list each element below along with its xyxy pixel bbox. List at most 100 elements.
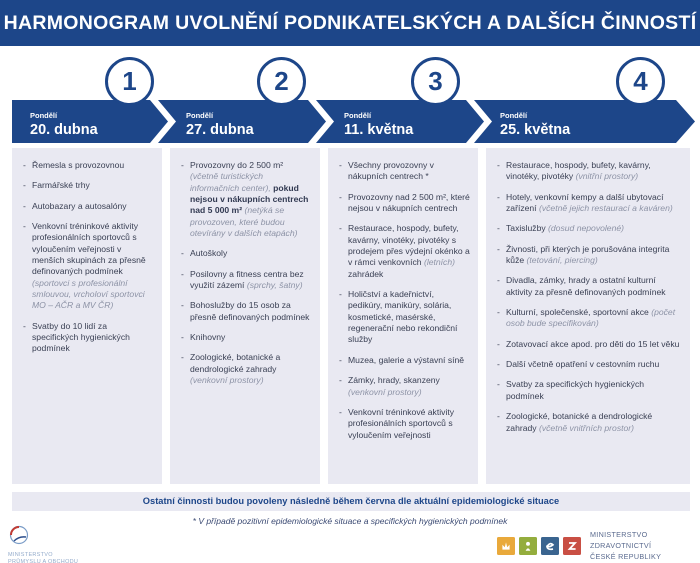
activity-text-segment: pokud nejsou v nákupních centrech nad 5 … xyxy=(190,182,309,216)
phase-number-badge: 4 xyxy=(616,57,665,106)
activity-item: Posilovny a fitness centra bez využití z… xyxy=(180,269,312,292)
activity-text-segment: Svatby za specifických hygienických podm… xyxy=(506,379,645,401)
activity-item: Svatby za specifických hygienických podm… xyxy=(496,379,682,402)
activity-text-segment: (netýká se provozoven, které budou oteví… xyxy=(190,205,298,239)
activity-item: Živnosti, při kterých je porušována inte… xyxy=(496,244,682,267)
weekday-label: Pondělí xyxy=(500,111,528,120)
activity-text-segment: Provozovny do 2 500 m² xyxy=(190,160,284,170)
activity-text-segment: Další včetně opatření v cestovním ruchu xyxy=(506,359,660,370)
mz-tile-1 xyxy=(497,537,515,556)
activity-text-segment: (dosud nepovolené) xyxy=(548,223,624,234)
phase-date-header: Pondělí 11. května xyxy=(344,104,413,147)
activity-list-panel: Řemesla s provozovnou Farmářské trhy Autob… xyxy=(12,148,162,484)
arrow-band-1 xyxy=(12,100,168,143)
activity-text-segment: Zoologické, botanické a dendrologické za… xyxy=(190,352,281,374)
activity-item: Provozovny nad 2 500 m², které nejsou v … xyxy=(338,192,470,215)
asterisk-footnote: * V případě pozitivní epidemiologické si… xyxy=(192,516,508,526)
mz-tile-4 xyxy=(563,537,581,556)
activity-item: Další včetně opatření v cestovním ruchu xyxy=(496,359,682,371)
activity-text-segment: zahrádek xyxy=(348,268,384,279)
weekday-label: Pondělí xyxy=(30,111,58,120)
activity-text-segment: Divadla, zámky, hrady a ostatní kulturní… xyxy=(506,275,666,297)
activity-text-segment: Zotavovací akce apod. pro děti do 15 let… xyxy=(506,338,680,349)
mpo-logo-line1: Ministerstvo xyxy=(8,552,53,558)
activity-text-segment: Živnosti, při kterých je porušována inte… xyxy=(506,243,670,266)
activity-text-segment: (včetně jejich restaurací a kaváren) xyxy=(538,203,673,214)
activity-item: Všechny provozovny v nákupních centrech … xyxy=(338,160,470,183)
activity-item: Autoškoly xyxy=(180,248,312,260)
activity-list: Provozovny do 2 500 m² (včetně turistick… xyxy=(180,160,312,387)
phase-column-2: 2 Pondělí 27. dubna Provozovny do 2 500 m² … xyxy=(170,57,320,484)
activity-item: Knihovny xyxy=(180,332,312,344)
phase-date-header: Pondělí 27. dubna xyxy=(186,104,254,147)
phase-number-badge: 1 xyxy=(105,57,154,106)
activity-item: Zotavovací akce apod. pro děti do 15 let… xyxy=(496,338,682,351)
activity-text-segment: Venkovní tréninkové aktivity profesionál… xyxy=(32,221,146,277)
activity-list: Restaurace, hospody, bufety, kavárny, vi… xyxy=(496,160,682,434)
activity-list: Všechny provozovny v nákupních centrech … xyxy=(338,160,470,441)
activity-text-segment: Zámky, hrady, skanzeny xyxy=(348,375,440,386)
activity-item: Řemesla s provozovnou xyxy=(22,160,154,172)
mpo-emblem-icon xyxy=(9,525,29,545)
activity-text-segment: Hotely, venkovní kempy a další ubytovací… xyxy=(506,191,664,214)
activity-text-segment: (počet osob bude specifikován) xyxy=(506,307,676,329)
activity-item: Hotely, venkovní kempy a další ubytovací… xyxy=(496,192,682,215)
activity-text-segment: (letních) xyxy=(423,257,455,268)
mpo-logo-line2: Průmyslu a obchodu xyxy=(8,559,79,563)
activity-item: Zámky, hrady, skanzeny (venkovní prostor… xyxy=(338,375,470,398)
activity-text-segment: Bohoslužby do 15 osob za přesně definova… xyxy=(190,300,310,322)
activity-text-segment: (včetně turistických informačních center… xyxy=(190,171,274,193)
activity-item: Kulturní, společenské, sportovní akce (p… xyxy=(496,307,682,330)
activity-text-segment: Řemesla s provozovnou xyxy=(32,160,125,170)
arrow-band-3 xyxy=(316,100,484,143)
lion-fragment-icon xyxy=(567,542,578,551)
phase-column-1: 1 Pondělí 20. dubna Řemesla s provozovnou Fa… xyxy=(12,57,162,484)
mpo-logo-text: Ministerstvo Průmyslu a obchodu xyxy=(8,552,118,563)
activity-text-segment: Restaurace, hospody, bufety, kavárny, vi… xyxy=(506,160,651,182)
activity-text-segment: (venkovní prostory) xyxy=(190,375,264,386)
activity-text-segment: (tetování, piercing) xyxy=(526,255,598,266)
date-label: 20. dubna xyxy=(30,122,98,138)
activity-item: Farmářské trhy xyxy=(22,180,154,192)
lion-fragment-icon xyxy=(525,542,531,551)
activity-text-segment: (sportovci s profesionální smlouvou, vrc… xyxy=(32,277,145,311)
activity-text-segment: Restaurace, hospody, bufety, kavárny, vi… xyxy=(348,223,470,268)
activity-list: Řemesla s provozovnou Farmářské trhy Autob… xyxy=(22,160,154,355)
arrow-band-4 xyxy=(474,100,695,143)
phase-date-header: Pondělí 20. dubna xyxy=(30,104,98,147)
arrow-band-2 xyxy=(158,100,326,143)
activity-text-segment: (včetně vnitřních prostor) xyxy=(538,422,635,433)
activity-text-segment: Farmářské trhy xyxy=(32,180,90,191)
activity-list-panel: Provozovny do 2 500 m² (včetně turistick… xyxy=(170,148,320,484)
page-title: HARMONOGRAM UVOLNĚNÍ PODNIKATELSKÝCH A D… xyxy=(3,11,697,34)
activity-text-segment: Taxislužby xyxy=(506,223,549,234)
mz-logo-line2: ČESKÉ REPUBLIKY xyxy=(590,551,662,561)
activity-item: Autobazary a autosalóny xyxy=(22,201,154,213)
activity-item: Restaurace, hospody, bufety, kavárny, vi… xyxy=(338,223,470,280)
phase-date-header: Pondělí 25. května xyxy=(500,104,570,147)
activity-item: Divadla, zámky, hrady a ostatní kulturní… xyxy=(496,275,682,298)
mz-tile-3 xyxy=(541,537,559,556)
activity-list-panel: Restaurace, hospody, bufety, kavárny, vi… xyxy=(486,148,690,484)
activity-text-segment: Muzea, galerie a výstavní síně xyxy=(348,354,465,365)
activity-item: Bohoslužby do 15 osob za přesně definova… xyxy=(180,300,312,323)
date-label: 27. dubna xyxy=(186,122,254,138)
activity-item: Venkovní tréninkové aktivity profesionál… xyxy=(338,407,470,441)
mz-tile-2 xyxy=(519,537,537,556)
activity-item: Zoologické, botanické a dendrologické za… xyxy=(496,411,682,434)
activity-text-segment: Svatby do 10 lidí za specifických hygien… xyxy=(32,320,130,354)
timeline-arrows xyxy=(12,100,695,143)
activity-list-panel: Všechny provozovny v nákupních centrech … xyxy=(328,148,478,484)
activity-item: Muzea, galerie a výstavní síně xyxy=(338,354,470,367)
phase-column-3: 3 Pondělí 11. května Všechny provozovny v n… xyxy=(328,57,478,484)
activity-item: Provozovny do 2 500 m² (včetně turistick… xyxy=(180,160,312,239)
mz-logo-tiles xyxy=(497,537,581,556)
activity-item: Zoologické, botanické a dendrologické za… xyxy=(180,352,312,386)
activity-text-segment: Zoologické, botanické a dendrologické za… xyxy=(506,411,653,433)
date-label: 11. května xyxy=(344,122,414,138)
activity-text-segment: Kulturní, společenské, sportovní akce xyxy=(506,307,652,318)
activity-text-segment: (venkovní prostory) xyxy=(348,386,422,397)
activity-text-segment: Knihovny xyxy=(190,332,226,343)
weekday-label: Pondělí xyxy=(186,111,214,120)
